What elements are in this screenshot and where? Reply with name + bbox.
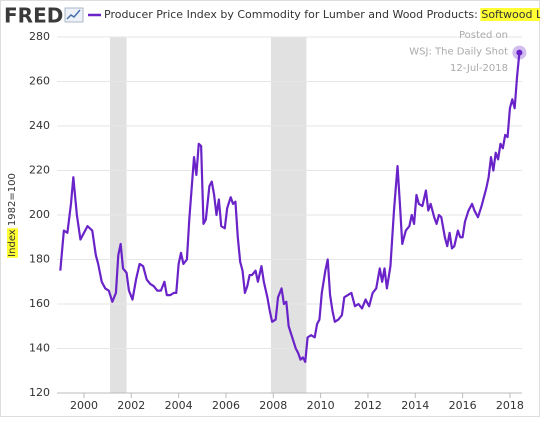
y-tick-label: 280 xyxy=(29,30,50,43)
y-tick-label: 180 xyxy=(29,253,50,266)
annotation: WSJ: The Daily Shot xyxy=(409,47,508,58)
x-tick-label: 2004 xyxy=(165,399,193,412)
last-point xyxy=(516,49,523,56)
series-line xyxy=(59,52,521,363)
x-tick-label: 2012 xyxy=(354,399,382,412)
y-tick-label: 160 xyxy=(29,297,50,310)
legend-label: Producer Price Index by Commodity for Lu… xyxy=(104,8,540,21)
highlight xyxy=(7,228,18,258)
logo: FRED xyxy=(4,4,63,28)
x-tick-label: 2014 xyxy=(401,399,429,412)
x-tick-label: 2018 xyxy=(496,399,524,412)
x-tick-label: 2000 xyxy=(70,399,98,412)
annotation: Posted on xyxy=(459,30,508,41)
y-tick-label: 200 xyxy=(29,208,50,221)
x-tick-label: 2010 xyxy=(307,399,335,412)
y-tick-label: 240 xyxy=(29,119,50,132)
y-axis-label: Index 1982=100 xyxy=(7,173,18,257)
highlight xyxy=(480,8,540,21)
x-tick-label: 2016 xyxy=(449,399,477,412)
y-tick-label: 120 xyxy=(29,386,50,399)
y-tick-label: 220 xyxy=(29,164,50,177)
x-tick-label: 2006 xyxy=(212,399,240,412)
x-tick-label: 2002 xyxy=(117,399,145,412)
annotation: 12-Jul-2018 xyxy=(450,63,508,74)
y-tick-label: 140 xyxy=(29,342,50,355)
x-tick-label: 2008 xyxy=(259,399,287,412)
y-tick-label: 260 xyxy=(29,75,50,88)
logo-icon xyxy=(64,7,84,23)
